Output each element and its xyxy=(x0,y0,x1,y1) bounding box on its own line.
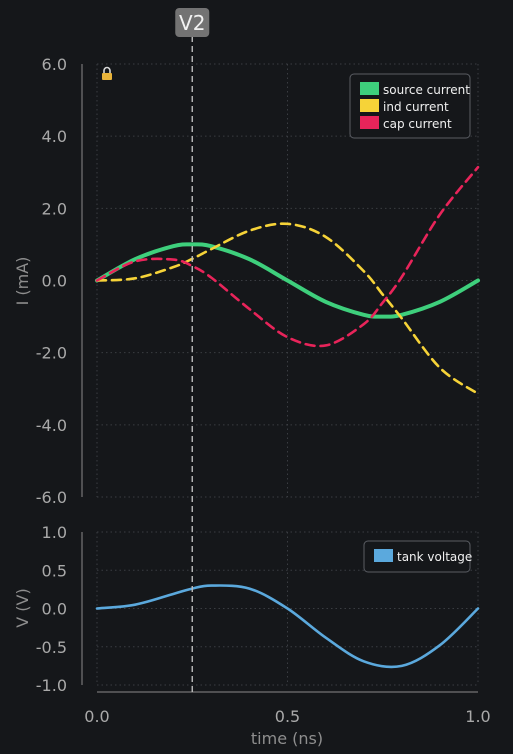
time-x-axis-title: time (ns) xyxy=(251,729,323,748)
time-x-ticks: 0.0 0.5 1.0 xyxy=(84,707,490,726)
current-y-tick-label: -4.0 xyxy=(36,416,67,435)
current-y-tick-label: -2.0 xyxy=(36,344,67,363)
voltage-y-tick-label: -0.5 xyxy=(36,638,67,657)
current-y-axis-title: I (mA) xyxy=(13,257,32,306)
voltage-plot: 1.0 0.5 0.0 -0.5 -1.0 0.0 0.5 1.0 V (V) time (… xyxy=(13,523,491,748)
time-x-tick-label: 1.0 xyxy=(465,707,490,726)
source-current-legend-swatch xyxy=(360,82,379,95)
time-x-tick-label: 0.0 xyxy=(84,707,109,726)
ind-current-legend-label: ind current xyxy=(383,100,449,114)
tank-voltage-legend-swatch xyxy=(374,549,393,562)
current-y-tick-label: 2.0 xyxy=(42,199,67,218)
voltage-series xyxy=(95,584,480,669)
tank-voltage-line xyxy=(95,584,480,669)
ind-current-legend-swatch xyxy=(360,99,379,112)
voltage-legend: tank voltage xyxy=(363,540,472,573)
source-current-legend-label: source current xyxy=(383,83,470,97)
cap-current-line xyxy=(95,165,480,348)
voltage-y-tick-label: 0.5 xyxy=(42,561,67,580)
cap-current-legend-swatch xyxy=(360,116,379,129)
current-y-tick-label: 4.0 xyxy=(42,127,67,146)
time-marker-badge[interactable] xyxy=(175,8,210,37)
current-plot: 6.0 4.0 2.0 0.0 -2.0 -4.0 -6.0 I (mA) source c… xyxy=(13,55,480,507)
current-series xyxy=(95,165,480,396)
voltage-y-axis-title: V (V) xyxy=(13,588,32,627)
lock-icon[interactable] xyxy=(102,66,112,81)
voltage-y-ticks: 1.0 0.5 0.0 -0.5 -1.0 xyxy=(36,523,67,695)
voltage-legend-box xyxy=(363,540,471,573)
source-current-line xyxy=(95,242,480,319)
voltage-y-tick-label: 0.0 xyxy=(42,600,67,619)
time-marker[interactable]: V2 xyxy=(175,8,210,692)
time-marker-label: V2 xyxy=(179,11,205,35)
current-y-ticks: 6.0 4.0 2.0 0.0 -2.0 -4.0 -6.0 xyxy=(36,55,67,507)
tank-voltage-legend-label: tank voltage xyxy=(397,550,472,564)
time-x-tick-label: 0.5 xyxy=(275,707,300,726)
current-legend-box xyxy=(349,73,471,139)
cap-current-legend-label: cap current xyxy=(383,117,452,131)
voltage-y-tick-label: 1.0 xyxy=(42,523,67,542)
current-y-tick-label: 6.0 xyxy=(42,55,67,74)
current-legend: source current ind current cap current xyxy=(349,73,471,139)
voltage-y-tick-label: -1.0 xyxy=(36,676,67,695)
current-y-tick-label: 0.0 xyxy=(42,272,67,291)
ind-current-line xyxy=(95,222,480,396)
current-y-tick-label: -6.0 xyxy=(36,488,67,507)
